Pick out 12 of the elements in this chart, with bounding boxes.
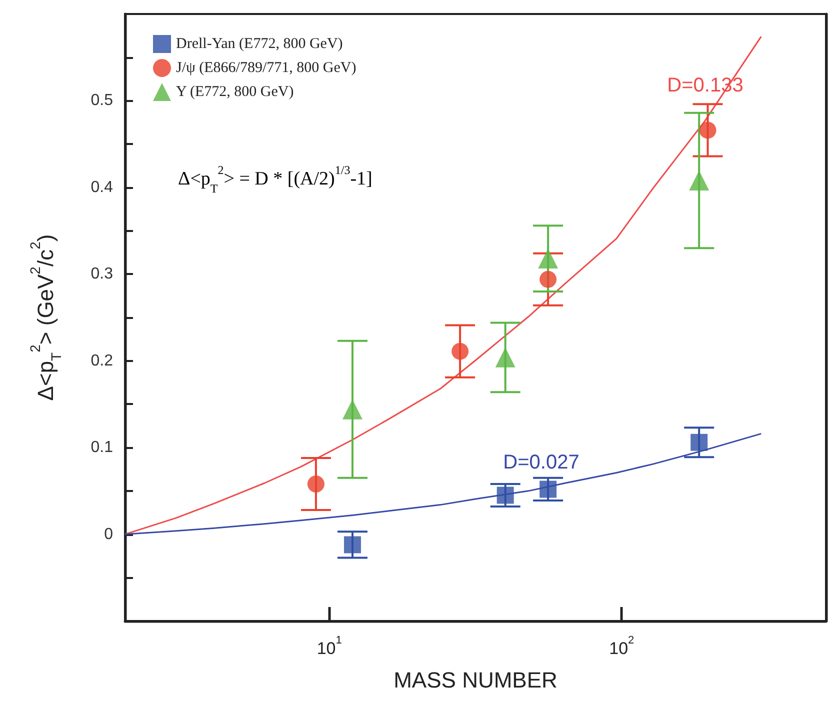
- legend-label: Drell-Yan (E772, 800 GeV): [176, 36, 343, 52]
- y-tick-label: 0.1: [90, 439, 114, 456]
- y-axis-title: Δ<pT2> (GeV2/c2): [26, 234, 64, 401]
- series-label: D=0.027: [503, 452, 580, 474]
- y-tick-label: 0: [104, 526, 114, 543]
- legend-label: Υ (E772, 800 GeV): [176, 84, 294, 100]
- y-tick-label: 0.3: [90, 266, 114, 283]
- y-tick-label: 0.5: [90, 92, 114, 110]
- y-tick-label: 0.4: [90, 178, 114, 196]
- legend-label: J/ψ (E866/789/771, 800 GeV): [176, 60, 356, 76]
- x-axis-title: MASS NUMBER: [394, 668, 558, 692]
- y-tick-label: 0.2: [90, 352, 114, 370]
